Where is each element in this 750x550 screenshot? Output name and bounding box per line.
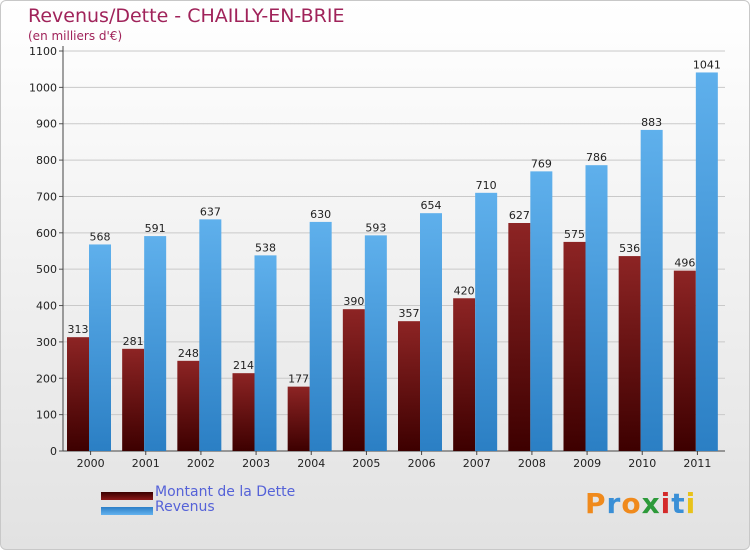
chart-subtitle: (en milliers d'€) xyxy=(28,29,123,43)
data-label-debt-2011: 496 xyxy=(674,257,695,270)
y-tick-label: 100 xyxy=(36,409,57,422)
data-label-revenue-2011: 1041 xyxy=(693,58,721,71)
y-tick-label: 1000 xyxy=(29,81,57,94)
data-label-debt-2009: 575 xyxy=(564,228,585,241)
x-tick-label: 2011 xyxy=(683,457,711,470)
bar-revenue-2008 xyxy=(530,171,553,451)
data-label-revenue-2008: 769 xyxy=(531,157,552,170)
data-label-debt-2010: 536 xyxy=(619,242,640,255)
bar-revenue-2002 xyxy=(199,219,222,451)
bar-debt-2004 xyxy=(287,386,310,451)
data-label-revenue-2005: 593 xyxy=(365,221,386,234)
x-tick-label: 2008 xyxy=(518,457,546,470)
data-label-revenue-2002: 637 xyxy=(200,205,221,218)
bar-debt-2010 xyxy=(618,256,641,451)
data-label-debt-2006: 357 xyxy=(399,307,420,320)
bar-debt-2003 xyxy=(232,373,255,451)
data-label-revenue-2009: 786 xyxy=(586,151,607,164)
y-tick-label: 900 xyxy=(36,118,57,131)
data-label-debt-2001: 281 xyxy=(123,335,144,348)
x-tick-label: 2010 xyxy=(628,457,656,470)
logo-letter: r xyxy=(606,487,622,520)
data-label-revenue-2003: 538 xyxy=(255,241,276,254)
chart-title: Revenus/Dette - CHAILLY-EN-BRIE xyxy=(28,5,345,27)
data-label-revenue-2010: 883 xyxy=(641,116,662,129)
bar-revenue-2007 xyxy=(475,192,498,451)
data-label-debt-2008: 627 xyxy=(509,209,530,222)
data-label-debt-2007: 420 xyxy=(454,284,475,297)
bar-debt-2007 xyxy=(453,298,476,451)
y-tick-label: 1100 xyxy=(29,45,57,58)
legend-label-debt: Montant de la Dette xyxy=(155,484,296,500)
legend-swatch-revenue xyxy=(101,507,153,515)
data-label-revenue-2001: 591 xyxy=(145,222,166,235)
data-label-revenue-2006: 654 xyxy=(421,199,442,212)
bar-debt-2005 xyxy=(342,309,365,451)
bar-revenue-2000 xyxy=(89,244,111,451)
data-label-debt-2003: 214 xyxy=(233,359,254,372)
logo-letter: i xyxy=(685,487,697,520)
logo-letter: x xyxy=(641,487,661,520)
logo-letter: i xyxy=(660,487,672,520)
y-tick-label: 700 xyxy=(36,190,57,203)
bar-revenue-2006 xyxy=(420,213,442,451)
data-label-debt-2005: 390 xyxy=(343,295,364,308)
y-tick-label: 200 xyxy=(36,372,57,385)
y-tick-label: 600 xyxy=(36,227,57,240)
y-tick-label: 400 xyxy=(36,300,57,313)
data-label-debt-2002: 248 xyxy=(178,347,199,360)
x-tick-label: 2004 xyxy=(297,457,325,470)
bar-chart: 0 100 200 300 400 500 600 700 800 900 1000 1100 313 5… xyxy=(29,45,725,470)
bar-revenue-2009 xyxy=(585,165,608,451)
bar-revenue-2005 xyxy=(364,235,387,451)
bar-revenue-2010 xyxy=(640,129,663,451)
x-tick-label: 2001 xyxy=(132,457,160,470)
bar-debt-2000 xyxy=(67,337,89,451)
bar-debt-2011 xyxy=(673,270,696,451)
legend-label-revenue: Revenus xyxy=(155,499,215,515)
x-tick-label: 2005 xyxy=(352,457,380,470)
data-label-debt-2004: 177 xyxy=(288,373,309,386)
bar-debt-2009 xyxy=(563,241,586,451)
x-tick-label: 2002 xyxy=(187,457,215,470)
y-tick-label: 0 xyxy=(50,445,57,458)
bar-debt-2006 xyxy=(398,321,420,451)
y-tick-label: 800 xyxy=(36,154,57,167)
data-label-revenue-2000: 568 xyxy=(90,230,111,243)
x-tick-label: 2000 xyxy=(77,457,105,470)
x-tick-label: 2007 xyxy=(463,457,491,470)
data-label-revenue-2004: 630 xyxy=(310,208,331,221)
logo-letter: P xyxy=(585,487,607,520)
x-tick-label: 2003 xyxy=(242,457,270,470)
bar-revenue-2001 xyxy=(144,236,167,451)
proxiti-logo: Proxiti xyxy=(585,487,696,520)
y-tick-label: 500 xyxy=(36,263,57,276)
y-tick-label: 300 xyxy=(36,336,57,349)
bar-revenue-2011 xyxy=(695,72,718,452)
logo-letter: o xyxy=(621,487,642,520)
x-tick-label: 2006 xyxy=(408,457,436,470)
bar-revenue-2004 xyxy=(309,221,332,451)
bar-debt-2001 xyxy=(122,348,145,451)
legend-swatch-debt xyxy=(101,492,153,500)
bar-debt-2002 xyxy=(177,360,200,451)
logo-letter: t xyxy=(671,487,686,520)
data-label-revenue-2007: 710 xyxy=(476,179,497,192)
x-tick-label: 2009 xyxy=(573,457,601,470)
bar-debt-2008 xyxy=(508,223,531,451)
bar-revenue-2003 xyxy=(254,255,277,451)
data-label-debt-2000: 313 xyxy=(68,323,89,336)
